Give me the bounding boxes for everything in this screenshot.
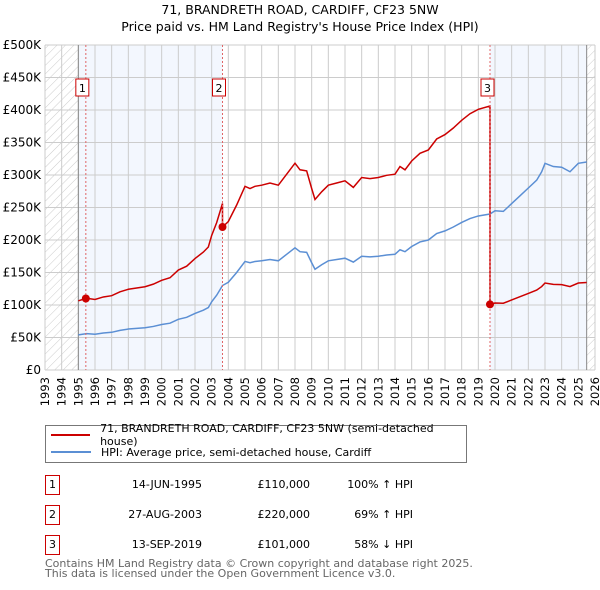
property-price-line: [78, 105, 587, 306]
x-tick-label: 2004: [221, 377, 235, 406]
chart-title: 71, BRANDRETH ROAD, CARDIFF, CF23 5NW: [161, 2, 439, 17]
sale-hpi-change: 69% ↑ HPI: [354, 508, 413, 521]
legend-item-property: 71, BRANDRETH ROAD, CARDIFF, CF23 5NW (s…: [51, 422, 466, 448]
x-tick-label: 2013: [371, 377, 385, 406]
x-tick-label: 1998: [121, 377, 135, 406]
x-tick-label: 2022: [521, 377, 535, 406]
sale-date: 27-AUG-2003: [128, 508, 202, 521]
x-tick-label: 2006: [255, 377, 269, 406]
sale-row-2: 2 27-AUG-2003 £220,000 69% ↑ HPI: [45, 505, 465, 525]
y-tick-label: £50K: [10, 331, 42, 345]
x-tick-label: 2019: [471, 377, 485, 406]
price-chart: 1993 1994 1995 1996 1997 1998 1999 2000 2001 2002…: [3, 38, 600, 406]
sale-point: [218, 223, 227, 231]
sale-hpi-change: 100% ↑ HPI: [347, 478, 413, 491]
sale-row-1: 1 14-JUN-1995 £110,000 100% ↑ HPI: [45, 475, 465, 495]
chart-subtitle: Price paid vs. HM Land Registry's House …: [121, 19, 479, 34]
y-tick-label: £500K: [3, 38, 43, 52]
y-tick-label: £400K: [3, 103, 43, 117]
sale-point: [81, 294, 90, 303]
x-tick-label: 2001: [171, 377, 185, 406]
x-tick-label: 2025: [571, 377, 585, 406]
x-tick-label: 2016: [421, 377, 435, 406]
y-tick-label: £250K: [3, 201, 43, 215]
legend-label-hpi: HPI: Average price, semi-detached house,…: [101, 445, 372, 459]
x-tick-label: 2021: [505, 377, 519, 406]
sale-number: 3: [45, 535, 60, 555]
x-tick-label: 2014: [388, 377, 402, 406]
x-tick-label: 1997: [105, 377, 119, 406]
x-tick-label: 2007: [271, 377, 285, 406]
sale-label-number: 1: [79, 82, 86, 95]
legend-item-hpi: HPI: Average price, semi-detached house,…: [51, 444, 371, 460]
x-tick-label: 1994: [55, 377, 69, 406]
sale-label-number: 2: [216, 82, 223, 95]
x-tick-label: 2024: [555, 377, 569, 406]
footer-attribution: Contains HM Land Registry data © Crown c…: [45, 557, 473, 580]
y-tick-label: £450K: [3, 71, 43, 85]
y-tick-label: £150K: [3, 266, 43, 280]
x-tick-label: 2026: [588, 377, 600, 406]
x-tick-label: 2009: [305, 377, 319, 406]
sale-date: 13-SEP-2019: [131, 538, 202, 551]
chart-legend: 71, BRANDRETH ROAD, CARDIFF, CF23 5NW (s…: [45, 422, 467, 463]
legend-swatch-blue: [51, 451, 91, 453]
x-tick-label: 1993: [38, 377, 52, 406]
footer-line-2: This data is licensed under the Open Gov…: [45, 567, 396, 580]
x-tick-label: 2011: [338, 377, 352, 406]
sale-label-box: [212, 78, 226, 97]
sale-price: £110,000: [257, 478, 311, 491]
footer-line-1: Contains HM Land Registry data © Crown c…: [45, 557, 473, 570]
legend-swatch-red: [51, 434, 91, 436]
x-tick-label: 2010: [321, 377, 335, 406]
y-tick-label: £0: [26, 363, 41, 377]
y-tick-label: £100K: [3, 298, 43, 312]
x-tick-label: 2008: [288, 377, 302, 406]
x-tick-label: 2020: [488, 377, 502, 406]
sale-row-3: 3 13-SEP-2019 £101,000 58% ↓ HPI: [45, 535, 465, 555]
x-tick-label: 2012: [355, 377, 369, 406]
sale-label-box: [480, 78, 495, 97]
x-tick-label: 1999: [138, 377, 152, 406]
x-tick-label: 2005: [238, 377, 252, 406]
x-tick-label: 2018: [455, 377, 469, 406]
sale-hpi-change: 58% ↓ HPI: [354, 538, 413, 551]
sale-label-number: 3: [484, 82, 491, 95]
sale-price: £220,000: [257, 508, 311, 521]
sale-date: 14-JUN-1995: [131, 478, 202, 491]
y-tick-label: £200K: [3, 233, 43, 247]
x-tick-label: 2023: [538, 377, 552, 406]
hpi-line: [78, 161, 587, 336]
x-tick-label: 1996: [88, 377, 102, 406]
sale-label-box: [75, 78, 90, 97]
sale-price: £101,000: [257, 538, 311, 551]
x-tick-label: 1995: [71, 377, 85, 406]
x-tick-label: 2015: [405, 377, 419, 406]
x-tick-label: 2017: [438, 377, 452, 406]
legend-label-property: 71, BRANDRETH ROAD, CARDIFF, CF23 5NW (s…: [100, 422, 434, 448]
x-tick-label: 2003: [205, 377, 219, 406]
sale-point: [486, 300, 494, 309]
sale-number: 1: [45, 475, 60, 495]
y-tick-label: £300K: [3, 168, 43, 182]
y-tick-label: £350K: [3, 136, 43, 150]
x-tick-label: 2000: [155, 377, 169, 406]
x-tick-label: 2002: [188, 377, 202, 406]
sale-number: 2: [45, 505, 60, 525]
